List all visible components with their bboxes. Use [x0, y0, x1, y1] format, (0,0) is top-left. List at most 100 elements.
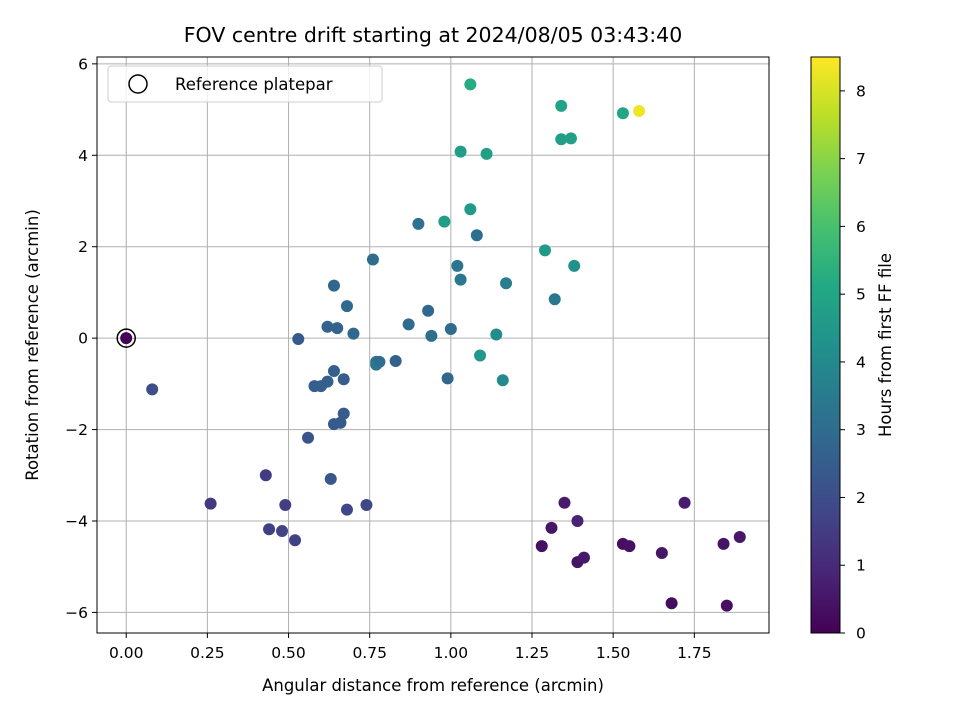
data-point	[500, 277, 513, 290]
data-point	[340, 300, 353, 313]
data-point	[451, 259, 464, 272]
data-point	[324, 472, 337, 485]
scatter-points	[120, 78, 746, 612]
x-tick-label: 1.00	[434, 644, 469, 662]
x-tick-label: 1.75	[677, 644, 712, 662]
data-point	[545, 521, 558, 534]
data-point	[438, 215, 451, 228]
x-tick-label: 0.25	[190, 644, 225, 662]
x-axis: 0.00 0.25 0.50 0.75 1.00 1.25 1.50 1.75	[109, 633, 712, 662]
x-tick-label: 1.50	[596, 644, 631, 662]
data-point	[279, 499, 292, 511]
x-tick-label: 0.50	[271, 644, 306, 662]
data-point	[464, 203, 477, 216]
data-point	[402, 318, 415, 331]
y-tick-label: 6	[78, 55, 88, 73]
data-point	[555, 99, 568, 112]
colorbar-tick-label: 3	[856, 421, 866, 439]
y-axis: −6 −4 −2 0 2 4 6	[65, 55, 97, 622]
plot-area: 0.00 0.25 0.50 0.75 1.00 1.25 1.50 1.75 −6 −4 −2 0…	[65, 55, 770, 662]
data-point	[616, 107, 629, 120]
data-point	[496, 374, 509, 387]
data-point	[548, 293, 561, 306]
data-point	[490, 328, 503, 341]
y-tick-label: −2	[65, 421, 88, 439]
data-point	[259, 469, 272, 482]
data-point	[334, 416, 347, 429]
colorbar-tick-label: 0	[856, 625, 866, 643]
data-point	[717, 537, 730, 550]
data-point	[373, 355, 386, 368]
data-point	[292, 333, 305, 346]
chart-title: FOV centre drift starting at 2024/08/05 …	[184, 23, 683, 47]
colorbar-tick-label: 7	[856, 150, 866, 168]
data-point	[327, 365, 340, 378]
x-axis-title: Angular distance from reference (arcmin)	[262, 676, 604, 695]
data-point	[665, 597, 678, 610]
data-point	[577, 551, 590, 564]
data-point	[535, 540, 548, 553]
colorbar-ticks: 0 1 2 3 4 5 6 7 8	[840, 82, 866, 643]
data-point	[146, 383, 159, 396]
data-point	[389, 355, 402, 367]
reference-platepar-marker	[116, 328, 136, 348]
data-point	[366, 253, 379, 266]
y-tick-label: 2	[78, 238, 88, 256]
data-point	[441, 372, 454, 385]
y-tick-label: −4	[65, 513, 88, 531]
data-point	[555, 133, 568, 146]
y-tick-label: 0	[78, 330, 88, 348]
data-point	[633, 104, 646, 117]
legend: Reference platepar	[107, 65, 383, 103]
colorbar-tick-label: 6	[856, 218, 866, 236]
data-point	[337, 407, 350, 420]
data-point	[539, 244, 551, 257]
data-point	[480, 147, 493, 160]
data-point	[321, 375, 334, 388]
data-point	[347, 327, 360, 340]
x-tick-label: 1.25	[515, 644, 550, 662]
data-point	[321, 320, 334, 333]
legend-open-circle-icon	[128, 74, 148, 94]
data-point	[558, 496, 571, 509]
data-point	[464, 78, 477, 91]
data-point	[263, 523, 276, 536]
data-point	[454, 273, 467, 286]
data-point	[470, 229, 483, 242]
data-point	[568, 259, 581, 272]
data-point	[422, 304, 435, 317]
data-point	[276, 525, 289, 538]
data-point	[412, 217, 425, 230]
data-point	[571, 515, 584, 527]
data-point	[733, 531, 746, 543]
y-axis-title: Rotation from reference (arcmin)	[23, 209, 42, 481]
colorbar-tick-label: 8	[856, 82, 866, 100]
data-point	[425, 329, 438, 342]
colorbar-tick-label: 5	[856, 286, 866, 304]
colorbar-tick-label: 2	[856, 489, 866, 507]
data-point	[331, 322, 344, 335]
colorbar-title: Hours from first FF file	[876, 253, 895, 437]
data-point	[120, 332, 133, 345]
data-point	[444, 323, 457, 335]
data-point	[204, 497, 217, 510]
data-point	[454, 145, 467, 158]
grid-lines	[97, 57, 769, 633]
legend-box	[107, 65, 383, 103]
colorbar: 0 1 2 3 4 5 6 7 8 Hours from first FF file	[810, 56, 895, 643]
data-point	[360, 499, 373, 511]
data-point	[337, 373, 350, 386]
data-point	[655, 547, 668, 559]
data-point	[340, 503, 353, 516]
x-tick-label: 0.00	[109, 644, 144, 662]
legend-label: Reference platepar	[175, 75, 333, 94]
data-point	[564, 132, 577, 145]
y-tick-label: 4	[78, 147, 88, 165]
data-point	[678, 496, 691, 509]
data-point	[623, 540, 636, 553]
y-tick-label: −6	[65, 604, 88, 622]
data-point	[720, 599, 733, 612]
data-point	[302, 431, 315, 444]
colorbar-tick-label: 4	[856, 353, 866, 371]
